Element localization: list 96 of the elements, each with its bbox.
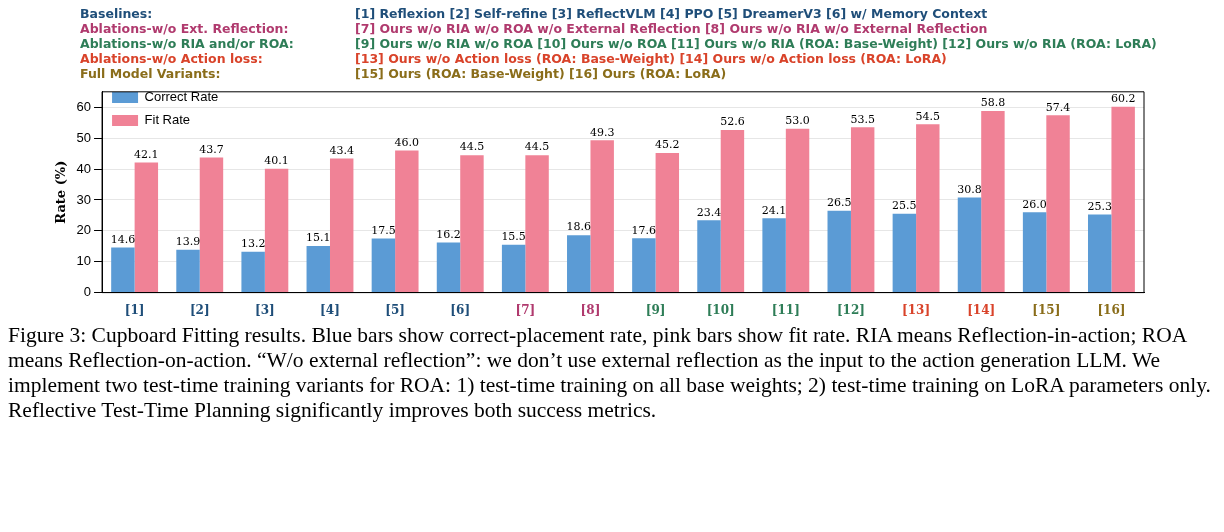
bar (892, 213, 917, 293)
bar (957, 197, 982, 293)
data-label: 18.6 (566, 220, 591, 234)
legend-label: Correct Rate (144, 89, 219, 105)
caption: Figure 3: Cupboard Fitting results. Blue bars show correct-placement rate, pink bars show fit rate. RIA means Reflection-in-action; ROA means Reflection-on-action. “W/o external reflection”: we don’t use external reflection as the input to the action generation LLM. We implement two test-time training variants for ROA: 1) test-time training on all base weights; 2) test-time training on LoRA parameters only. Reflective Test-Time Planning significantly improves both success metrics. (7, 322, 1212, 423)
data-label: 53.5 (850, 112, 875, 126)
text: Ablations-w/o RIA and/or ROA: [9] Ours w/o RIA w/o ROA [10] Ours w/o ROA [11] Ours w/o RIA (ROA: Base-Weight) [12] Ours w/o RIA (ROA: LoRA) (80, 36, 1157, 51)
data-label: 40.1 (264, 154, 289, 168)
data-label: 17.6 (631, 223, 657, 237)
data-label: 17.5 (371, 223, 396, 237)
x-tick-label: [4] (320, 302, 340, 317)
y-axis-title: Rate (%) (53, 160, 69, 224)
bar (241, 251, 265, 293)
data-label: 15.5 (501, 230, 526, 244)
bar (436, 242, 461, 293)
bar (827, 210, 851, 293)
y-tick-label: 40 (76, 160, 92, 176)
data-label: 54.5 (915, 109, 941, 123)
y-tick-label: 0 (83, 284, 92, 300)
data-label: 44.5 (459, 140, 485, 154)
bar (1022, 212, 1047, 293)
data-label: 60.2 (1110, 91, 1136, 105)
bar (306, 245, 330, 293)
x-tick-label: [3] (255, 302, 275, 317)
x-tick-label: [1] (124, 302, 145, 317)
bar (176, 249, 200, 293)
data-label: 26.0 (1022, 197, 1047, 211)
text: Ablations-w/o Action loss: [13] Ours w/o Action loss (ROA: Base-Weight) [14] Ours w/o Action loss (ROA: LoRA) (80, 51, 947, 66)
x-tick-label: [2] (189, 302, 210, 317)
data-label: 58.8 (980, 96, 1006, 110)
data-label: 44.5 (524, 140, 550, 154)
bar (199, 157, 224, 293)
bar (134, 162, 159, 293)
data-label: 24.1 (761, 203, 787, 217)
x-tick-label: [16] (1097, 302, 1126, 317)
data-label: 42.1 (134, 147, 159, 161)
y-tick-label: 30 (76, 191, 92, 207)
bar (1088, 214, 1112, 293)
data-label: 57.4 (1045, 100, 1071, 114)
data-label: 43.4 (329, 143, 354, 157)
legend-label: Fit Rate (144, 112, 191, 128)
bar (697, 220, 721, 293)
data-label: 45.2 (655, 138, 680, 152)
x-tick-label: [8] (580, 302, 601, 317)
bar (785, 128, 810, 293)
data-label: 52.6 (720, 115, 745, 129)
data-label: 23.4 (696, 205, 722, 219)
text: Ablations-w/o Ext. Reflection: [7] Ours w/o RIA w/o ROA w/o External Reflection [8] Ours w/o RIA w/o External Reflection (80, 21, 988, 36)
y-tick-label: 60 (76, 98, 92, 114)
data-label: 14.6 (110, 232, 136, 246)
bar (1111, 106, 1135, 293)
bar (632, 238, 656, 293)
bar (590, 140, 614, 293)
x-tick-label: [6] (450, 302, 471, 317)
x-tick-label: [10] (706, 302, 735, 317)
bar (329, 158, 354, 293)
data-label: 30.8 (957, 182, 982, 196)
data-label: 16.2 (436, 227, 461, 241)
data-label: 13.2 (240, 237, 266, 251)
data-label: 13.9 (175, 235, 201, 249)
bar (567, 235, 591, 293)
bar (371, 238, 396, 293)
y-tick-label: 50 (76, 129, 92, 145)
x-tick-label: [9] (645, 302, 666, 317)
text: Baselines: [1] Reflexion [2] Self-refine [3] ReflectVLM [4] PPO [5] DreamerV3 [6] w/ Memory Context (80, 6, 988, 21)
data-label: 43.7 (199, 142, 224, 156)
bar (460, 155, 484, 293)
bar (1046, 115, 1070, 293)
data-label: 49.3 (589, 125, 615, 139)
x-tick-label: [5] (385, 302, 405, 317)
bar (981, 110, 1005, 293)
data-label: 25.3 (1087, 199, 1112, 213)
data-label: 15.1 (306, 231, 331, 245)
bar (850, 127, 875, 293)
bar (395, 150, 419, 293)
x-tick-label: [11] (771, 302, 800, 317)
bar (916, 124, 940, 293)
data-label: 26.5 (826, 196, 852, 210)
bar (111, 247, 135, 293)
data-label: 25.5 (892, 199, 917, 213)
x-tick-label: [12] (836, 302, 865, 317)
text: Full Model Variants: [15] Ours (ROA: Base-Weight) [16] Ours (ROA: LoRA) (80, 66, 727, 81)
y-tick-label: 20 (76, 222, 92, 238)
data-label: 46.0 (394, 135, 420, 149)
x-tick-label: [15] (1032, 302, 1061, 317)
x-tick-label: [7] (515, 302, 536, 317)
bar (501, 244, 526, 293)
y-tick-label: 10 (76, 253, 92, 269)
data-label: 53.0 (785, 114, 810, 128)
bar (655, 152, 680, 293)
bar (762, 218, 786, 293)
bar (264, 168, 289, 293)
x-tick-label: [14] (967, 302, 996, 317)
bar (525, 155, 549, 293)
x-tick-label: [13] (902, 302, 931, 317)
bar (720, 130, 745, 293)
